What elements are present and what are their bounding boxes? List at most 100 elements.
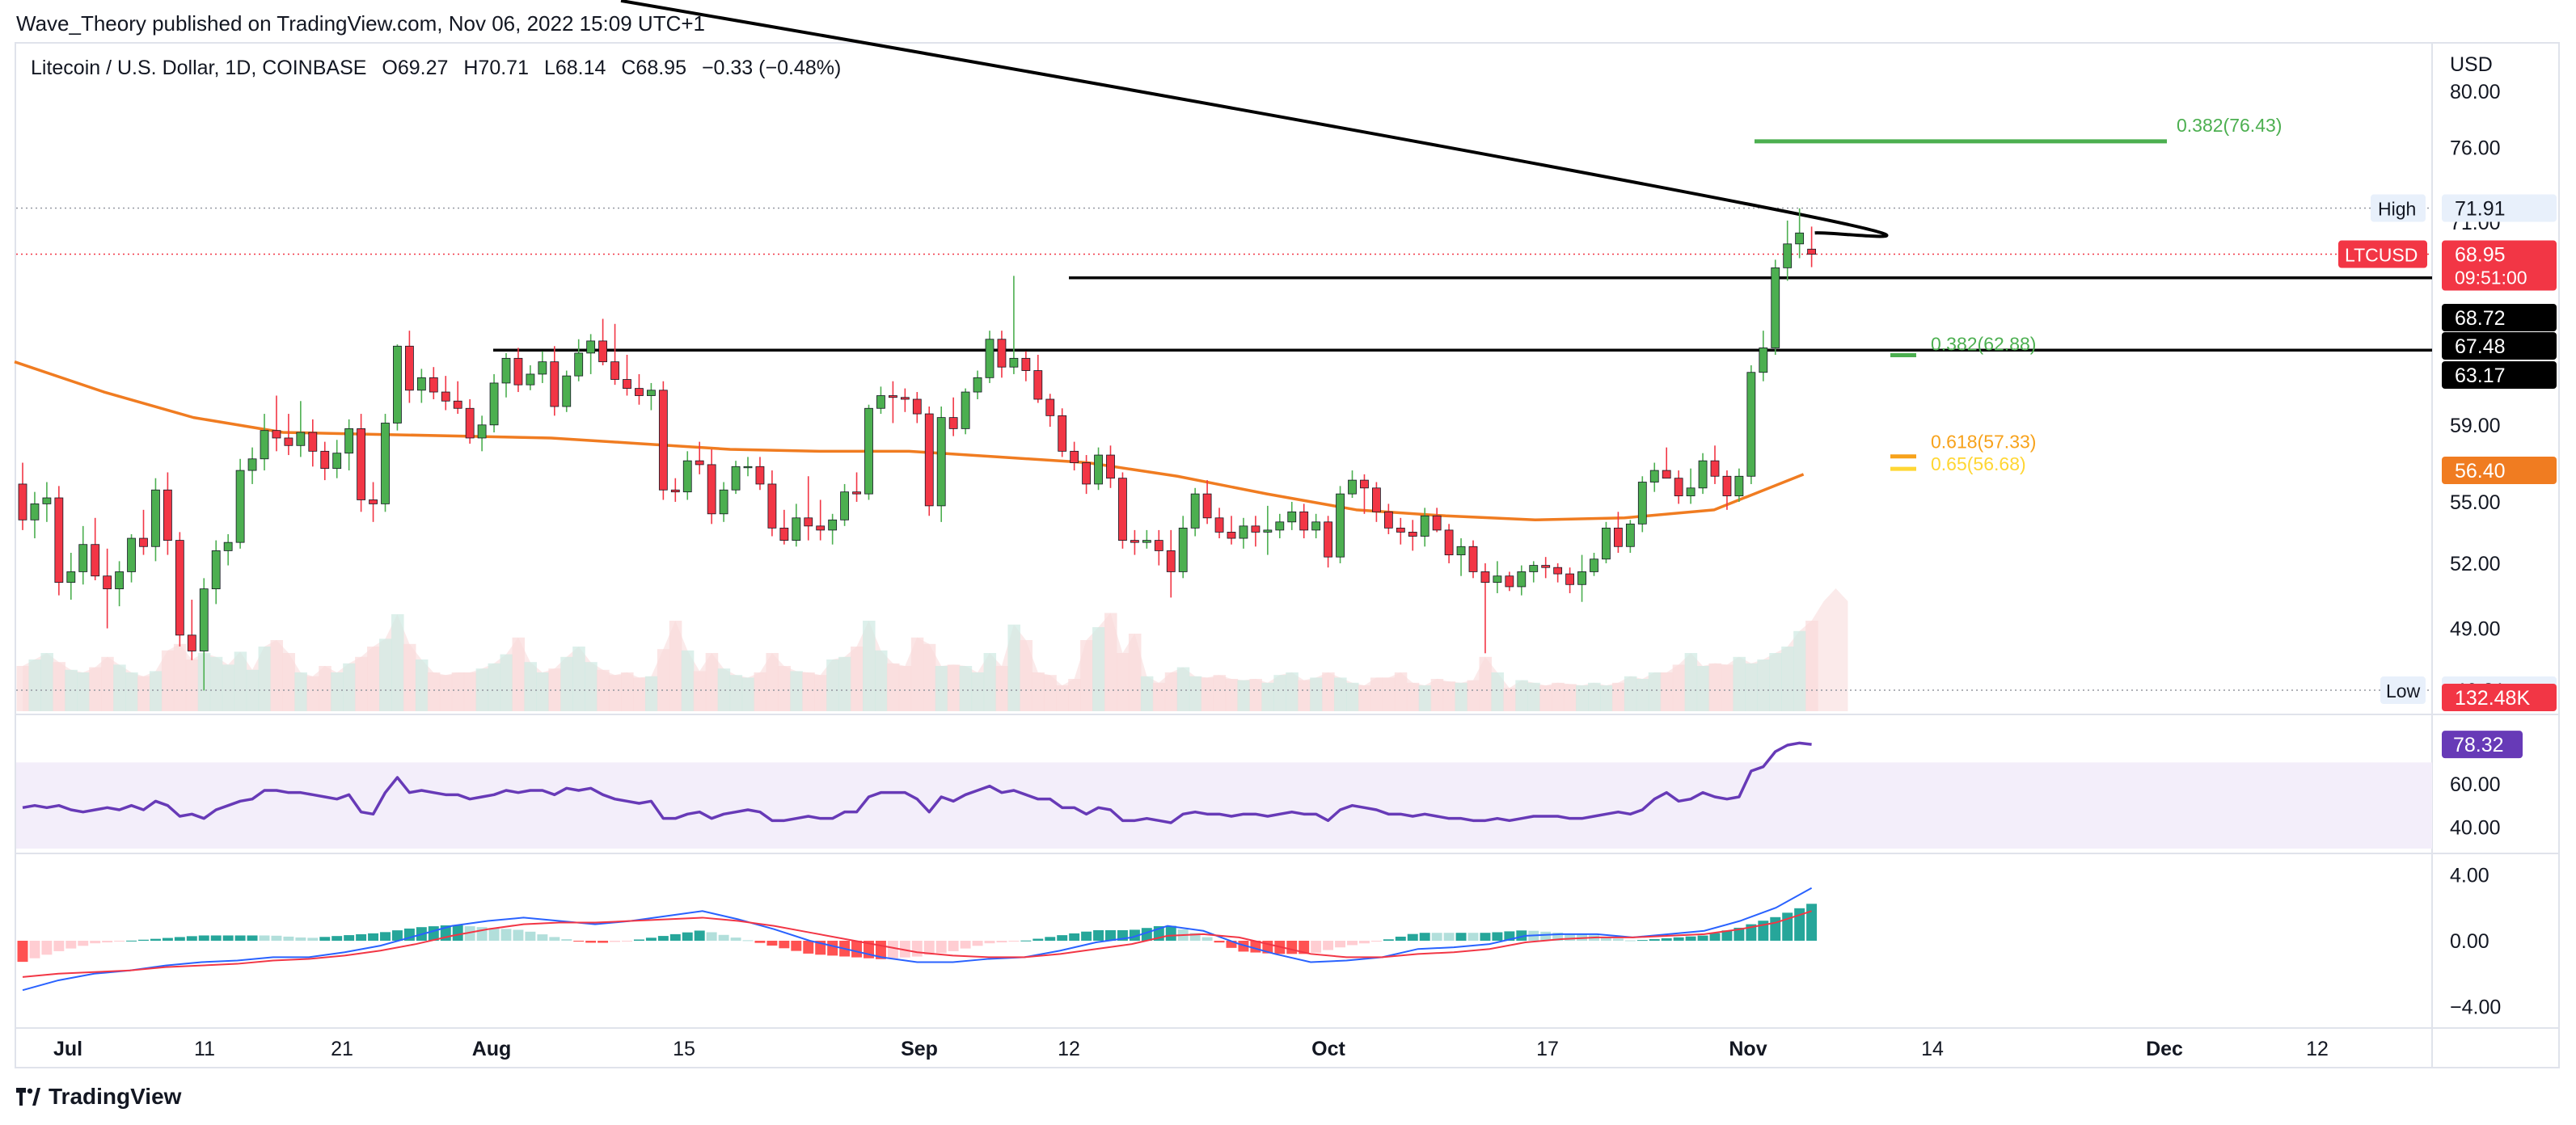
candle[interactable]: [308, 419, 318, 467]
candle[interactable]: [1372, 482, 1381, 522]
candle[interactable]: [731, 461, 741, 495]
candle[interactable]: [163, 472, 172, 555]
candle[interactable]: [755, 457, 765, 491]
candle[interactable]: [695, 441, 704, 474]
candle[interactable]: [139, 509, 148, 555]
candle[interactable]: [598, 318, 607, 366]
candle[interactable]: [743, 457, 753, 477]
candle[interactable]: [477, 415, 487, 452]
candle[interactable]: [223, 533, 233, 566]
ma-200-line[interactable]: [620, 0, 1889, 238]
candle[interactable]: [187, 600, 196, 660]
candle[interactable]: [1722, 470, 1732, 510]
candle[interactable]: [1094, 447, 1103, 491]
candle[interactable]: [284, 414, 293, 456]
candle[interactable]: [1759, 331, 1768, 381]
candle[interactable]: [369, 482, 378, 522]
rsi-line[interactable]: [22, 741, 1812, 824]
candle[interactable]: [320, 441, 330, 481]
candle[interactable]: [1178, 516, 1188, 579]
candle[interactable]: [1734, 468, 1744, 502]
candle[interactable]: [1553, 562, 1563, 583]
candle[interactable]: [1287, 501, 1297, 530]
candle[interactable]: [1082, 455, 1091, 495]
candle[interactable]: [1299, 504, 1309, 539]
candle[interactable]: [1783, 220, 1793, 281]
candle[interactable]: [103, 548, 112, 629]
candle[interactable]: [1033, 355, 1043, 403]
candle[interactable]: [1324, 516, 1332, 568]
candle[interactable]: [1565, 567, 1574, 593]
candle[interactable]: [453, 381, 462, 415]
candle[interactable]: [1493, 561, 1502, 593]
candle[interactable]: [973, 370, 982, 399]
candle[interactable]: [1807, 226, 1817, 268]
candle[interactable]: [1614, 512, 1623, 554]
candle[interactable]: [1227, 516, 1236, 545]
candle[interactable]: [1529, 561, 1539, 583]
candle[interactable]: [792, 504, 801, 547]
candle[interactable]: [66, 553, 76, 600]
candle[interactable]: [924, 406, 934, 516]
candle[interactable]: [948, 397, 958, 436]
candle[interactable]: [610, 323, 619, 386]
candle[interactable]: [78, 525, 88, 585]
candle[interactable]: [1275, 513, 1285, 539]
candle[interactable]: [1142, 529, 1151, 549]
candle[interactable]: [1202, 480, 1212, 525]
candle[interactable]: [1456, 538, 1466, 576]
candle[interactable]: [1214, 508, 1224, 539]
candle[interactable]: [1710, 445, 1720, 484]
candle[interactable]: [344, 419, 354, 471]
candle[interactable]: [526, 365, 535, 390]
candle[interactable]: [538, 351, 547, 383]
candle[interactable]: [381, 414, 390, 512]
candle[interactable]: [586, 334, 596, 374]
macd-line[interactable]: [22, 887, 1813, 992]
candle[interactable]: [272, 395, 281, 452]
candle[interactable]: [562, 370, 572, 412]
candle[interactable]: [429, 367, 438, 399]
candle[interactable]: [1480, 562, 1490, 654]
candle[interactable]: [985, 331, 995, 383]
candle[interactable]: [623, 355, 631, 396]
candle[interactable]: [1130, 529, 1139, 555]
candle[interactable]: [1746, 365, 1756, 484]
candle[interactable]: [1251, 516, 1261, 547]
candle[interactable]: [1396, 517, 1405, 545]
candle[interactable]: [1602, 521, 1611, 563]
candle[interactable]: [393, 344, 402, 431]
candle[interactable]: [175, 532, 184, 647]
candle[interactable]: [1106, 445, 1115, 488]
candle[interactable]: [1649, 462, 1659, 492]
candle[interactable]: [1336, 486, 1345, 563]
candle[interactable]: [332, 440, 342, 478]
candle[interactable]: [1190, 487, 1200, 537]
candle[interactable]: [1070, 441, 1079, 471]
candle[interactable]: [864, 404, 873, 500]
candle[interactable]: [550, 346, 560, 416]
candle[interactable]: [1420, 508, 1429, 547]
candle[interactable]: [1311, 513, 1321, 539]
candle[interactable]: [115, 561, 125, 607]
candle[interactable]: [260, 414, 269, 471]
candle[interactable]: [357, 414, 366, 512]
candle[interactable]: [1698, 453, 1708, 495]
candle[interactable]: [682, 451, 692, 500]
candle[interactable]: [247, 447, 257, 484]
candle[interactable]: [42, 482, 52, 522]
candle[interactable]: [1505, 571, 1514, 592]
candle[interactable]: [1625, 520, 1635, 554]
candle[interactable]: [1166, 529, 1176, 598]
candle[interactable]: [961, 388, 970, 435]
candle[interactable]: [828, 513, 838, 545]
candle[interactable]: [1045, 394, 1055, 428]
candle[interactable]: [18, 462, 27, 530]
candle[interactable]: [1348, 470, 1357, 499]
candle[interactable]: [489, 373, 499, 433]
candle[interactable]: [1795, 208, 1805, 259]
candle[interactable]: [1058, 408, 1067, 457]
candle[interactable]: [1444, 524, 1454, 563]
candle[interactable]: [936, 406, 946, 522]
candle[interactable]: [1662, 447, 1671, 479]
